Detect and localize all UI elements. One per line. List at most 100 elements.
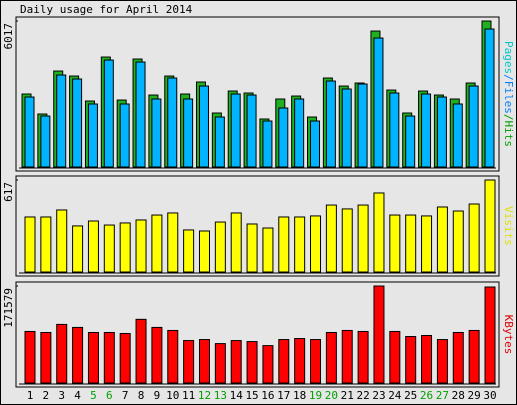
- bar: [452, 103, 463, 168]
- bar: [278, 216, 290, 273]
- bar: [87, 220, 99, 273]
- bar: [294, 216, 306, 273]
- x-tick-label: 11: [182, 389, 195, 402]
- x-tick-label: 8: [138, 389, 145, 402]
- bar: [405, 115, 416, 168]
- y-axis-label-part: /Hits: [502, 114, 515, 147]
- x-tick-label: 5: [90, 389, 97, 402]
- bar: [468, 85, 479, 168]
- bar: [436, 96, 447, 168]
- bar: [246, 94, 257, 168]
- bar: [24, 216, 36, 273]
- bar: [103, 224, 115, 273]
- bar: [357, 83, 368, 168]
- bar: [87, 331, 99, 384]
- bar: [135, 61, 146, 168]
- bar: [357, 330, 369, 384]
- bar: [56, 74, 67, 168]
- bar: [72, 225, 84, 273]
- bar: [40, 331, 52, 384]
- x-tick-label: 16: [261, 389, 274, 402]
- bar: [436, 206, 448, 273]
- y-axis-label: KBytes: [502, 315, 515, 355]
- bar: [230, 340, 242, 384]
- bar: [198, 339, 210, 384]
- x-tick-label: 10: [166, 389, 179, 402]
- bar: [341, 88, 352, 168]
- bar: [167, 329, 179, 384]
- bar: [40, 216, 52, 273]
- bar: [246, 223, 258, 273]
- bar: [135, 318, 147, 384]
- x-tick-label: 19: [309, 389, 322, 402]
- bar: [262, 120, 273, 168]
- x-tick-label: 24: [388, 389, 402, 402]
- x-tick-label: 9: [154, 389, 161, 402]
- bar: [103, 331, 115, 384]
- bar: [198, 230, 210, 273]
- bar: [40, 115, 51, 168]
- bar: [421, 215, 433, 273]
- bar: [405, 214, 417, 273]
- bar: [389, 92, 400, 168]
- bar: [294, 338, 306, 384]
- x-tick-label: 27: [436, 389, 449, 402]
- bar: [56, 323, 68, 384]
- x-tick-label: 23: [372, 389, 385, 402]
- bar: [389, 214, 401, 273]
- x-tick-label: 17: [277, 389, 290, 402]
- bar: [468, 203, 480, 273]
- bar: [103, 59, 114, 168]
- x-tick-label: 6: [106, 389, 113, 402]
- bar: [151, 326, 163, 384]
- bar: [436, 339, 448, 384]
- bar: [325, 80, 336, 168]
- y-tick-label: 617: [2, 182, 15, 202]
- bar: [421, 335, 433, 384]
- bar: [87, 103, 98, 168]
- bar: [230, 93, 241, 168]
- bar: [167, 77, 178, 168]
- bar: [373, 37, 384, 168]
- x-tick-label: 14: [230, 389, 244, 402]
- bar: [214, 221, 226, 273]
- y-axis-label-part: Pages: [502, 41, 515, 74]
- x-tick-label: 22: [356, 389, 369, 402]
- bar: [246, 341, 258, 384]
- x-tick-label: 3: [58, 389, 65, 402]
- bar: [452, 210, 464, 273]
- bar: [119, 103, 130, 168]
- bar: [72, 326, 84, 384]
- bar: [183, 229, 195, 273]
- bar: [151, 98, 162, 168]
- bar: [294, 98, 305, 168]
- x-tick-label: 25: [404, 389, 417, 402]
- chart-title: Daily usage for April 2014: [20, 3, 193, 16]
- bar: [167, 212, 179, 273]
- x-tick-label: 13: [214, 389, 227, 402]
- bar: [468, 329, 480, 384]
- bar: [183, 98, 194, 168]
- y-axis-label: Visits: [502, 206, 515, 246]
- bar: [325, 331, 337, 384]
- x-tick-label: 28: [452, 389, 465, 402]
- bar: [24, 96, 35, 168]
- bar: [484, 28, 495, 168]
- bar: [357, 204, 369, 273]
- y-axis-label: Pages/Files/Hits: [502, 41, 515, 147]
- y-tick-label: 171579: [2, 288, 15, 328]
- y-tick-label: 6017: [2, 23, 15, 50]
- x-tick-label: 1: [27, 389, 34, 402]
- y-axis-label-part: /Files: [502, 74, 515, 114]
- x-tick-label: 29: [468, 389, 481, 402]
- bar: [421, 93, 432, 168]
- bar: [389, 330, 401, 384]
- x-tick-label: 4: [74, 389, 81, 402]
- bar: [341, 329, 353, 384]
- bar: [198, 85, 209, 168]
- bar: [373, 192, 385, 273]
- x-tick-label: 30: [483, 389, 496, 402]
- x-tick-label: 21: [341, 389, 354, 402]
- bar: [484, 286, 496, 384]
